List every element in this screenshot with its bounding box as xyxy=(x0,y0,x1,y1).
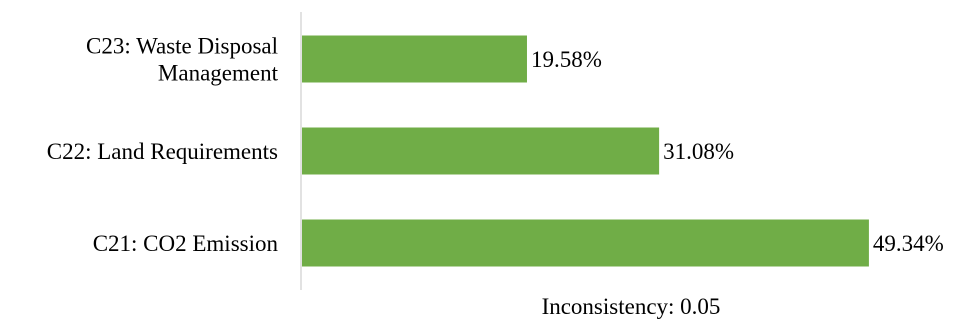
category-label-line: C23: Waste Disposal xyxy=(86,34,278,59)
category-label: C23: Waste Disposal Management xyxy=(86,34,279,86)
data-label: 49.34% xyxy=(873,231,944,256)
bar xyxy=(302,35,527,83)
category-label: C22: Land Requirements xyxy=(47,139,278,164)
bars-group xyxy=(302,35,869,267)
category-label-line: Management xyxy=(158,61,279,86)
category-label-line: C21: CO2 Emission xyxy=(93,231,279,256)
data-label: 19.58% xyxy=(531,47,602,72)
bar xyxy=(302,127,660,175)
category-label: C21: CO2 Emission xyxy=(93,231,279,256)
category-label-line: C22: Land Requirements xyxy=(47,139,278,164)
category-labels-group: C23: Waste Disposal Management C22: Land R… xyxy=(47,34,279,257)
bar xyxy=(302,219,869,267)
data-label: 31.08% xyxy=(663,139,734,164)
value-labels-group: 19.58% 31.08% 49.34% xyxy=(531,47,944,256)
inconsistency-note: Inconsistency: 0.05 xyxy=(541,294,721,319)
